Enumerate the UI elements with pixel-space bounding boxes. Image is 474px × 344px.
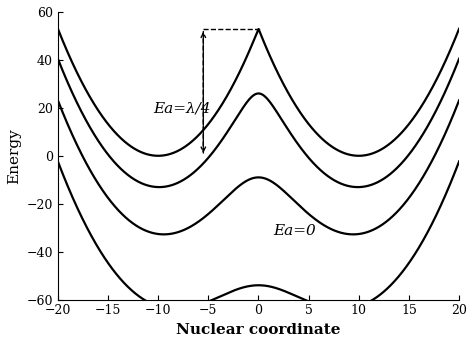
Text: Ea=0: Ea=0 [273,224,316,238]
X-axis label: Nuclear coordinate: Nuclear coordinate [176,323,341,337]
Text: Ea=λ/4: Ea=λ/4 [153,101,210,116]
Y-axis label: Energy: Energy [7,128,21,184]
